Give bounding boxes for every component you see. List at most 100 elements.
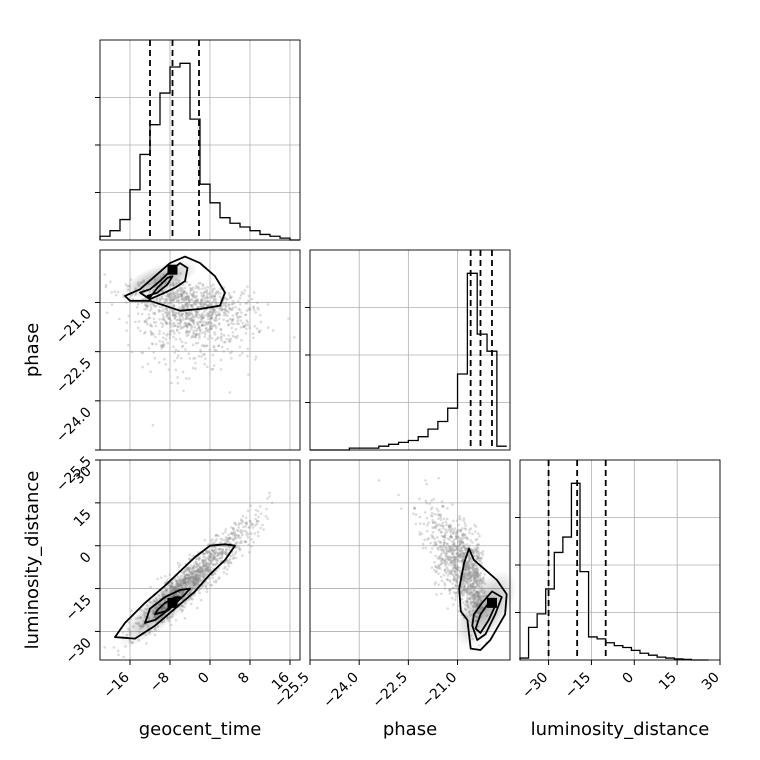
sample-point [205, 551, 209, 555]
sample-point [248, 308, 252, 312]
sample-point [467, 565, 471, 568]
sample-point [212, 364, 216, 367]
sample-point [468, 571, 472, 574]
sample-point [443, 534, 446, 538]
sample-point [437, 513, 441, 516]
sample-point [163, 300, 167, 304]
sample-point [169, 333, 172, 336]
sample-point [482, 576, 485, 579]
sample-point [218, 313, 221, 316]
sample-point [225, 314, 229, 317]
sample-point [152, 333, 155, 336]
sample-point [227, 323, 231, 326]
sample-point [193, 356, 197, 360]
sample-point [458, 536, 461, 540]
density-peak-marker [167, 264, 178, 275]
sample-point [437, 572, 440, 576]
sample-point [442, 549, 446, 552]
sample-point [466, 586, 470, 589]
sample-point [466, 577, 469, 581]
sample-point [220, 338, 223, 342]
sample-point [431, 535, 435, 538]
sample-point [213, 562, 216, 566]
sample-point [223, 541, 227, 544]
sample-point [165, 306, 168, 310]
sample-point [439, 541, 442, 545]
sample-point [196, 311, 199, 315]
sample-point [222, 318, 225, 321]
sample-point [445, 523, 448, 527]
sample-point [464, 567, 468, 570]
sample-point [448, 549, 452, 552]
sample-point [447, 548, 451, 552]
sample-point [165, 298, 169, 301]
sample-point [213, 295, 217, 299]
sample-point [214, 547, 218, 550]
sample-point [154, 304, 157, 308]
sample-point [221, 551, 224, 555]
sample-point [222, 333, 226, 337]
sample-point [421, 542, 425, 546]
sample-point [438, 528, 442, 531]
sample-point [476, 574, 480, 577]
sample-point [452, 591, 456, 594]
sample-point [243, 289, 247, 292]
contour-middle [471, 590, 503, 641]
sample-point [438, 514, 442, 517]
sample-point [475, 570, 479, 574]
sample-point [465, 543, 469, 546]
sample-point [233, 536, 237, 540]
sample-point [195, 294, 198, 298]
sample-point [466, 537, 469, 541]
sample-point [213, 348, 216, 352]
sample-point [213, 287, 216, 291]
sample-point [154, 305, 158, 308]
sample-point [205, 344, 209, 348]
sample-point [206, 328, 210, 332]
sample-point [196, 305, 200, 309]
panel-frame-phase-vs-luminosity-distance [309, 459, 511, 661]
sample-point [176, 321, 180, 325]
sample-point [454, 535, 458, 539]
sample-point [261, 523, 264, 527]
sample-point [442, 535, 445, 539]
sample-point [222, 314, 226, 317]
x-tick-label-phase: −22.5 [370, 670, 412, 712]
sample-point [439, 540, 443, 544]
sample-point [164, 311, 168, 314]
sample-point [214, 551, 218, 555]
sample-point [170, 623, 173, 627]
sample-point [239, 293, 243, 297]
sample-point [194, 300, 197, 303]
sample-point [202, 561, 206, 565]
sample-point [453, 559, 457, 562]
sample-point [453, 542, 456, 545]
sample-point [451, 568, 454, 572]
sample-point [457, 553, 461, 557]
sample-point [189, 323, 192, 326]
sample-point [429, 507, 433, 511]
sample-point [187, 302, 191, 306]
sample-point [462, 588, 466, 592]
sample-point [244, 521, 248, 525]
sample-point [188, 318, 192, 322]
sample-point [460, 556, 464, 560]
sample-point [140, 301, 144, 304]
sample-point [461, 580, 465, 584]
sample-point [445, 549, 448, 553]
sample-point [244, 332, 248, 335]
sample-point [179, 321, 182, 324]
sample-point [443, 531, 447, 534]
sample-point [256, 301, 259, 305]
sample-point [201, 552, 205, 556]
sample-point [464, 565, 467, 569]
sample-point [447, 555, 451, 559]
sample-point [238, 548, 242, 552]
sample-point [454, 566, 458, 570]
sample-point [463, 584, 466, 588]
sample-point [445, 542, 449, 545]
sample-point [143, 319, 147, 323]
sample-point [438, 563, 441, 567]
sample-point [437, 548, 440, 551]
sample-point [237, 307, 241, 311]
